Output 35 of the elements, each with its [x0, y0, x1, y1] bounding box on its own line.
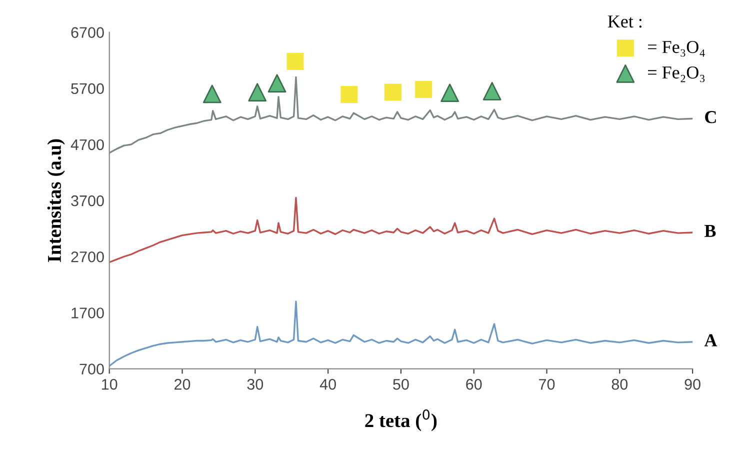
- x-tick-label: 30: [247, 378, 264, 390]
- legend-title: Ket :: [608, 16, 642, 28]
- x-tick-label: 50: [393, 378, 409, 390]
- point: [415, 80, 432, 98]
- point: [268, 74, 286, 93]
- point: [340, 86, 358, 104]
- legend-label: = Fe₃O₄: [648, 40, 705, 57]
- point: [248, 83, 267, 102]
- x-tick-label: 60: [466, 378, 482, 390]
- x-tick-label: 40: [320, 378, 336, 390]
- point: [286, 52, 304, 70]
- line-series: [109, 196, 693, 264]
- point: [482, 82, 502, 100]
- series-label: B: [704, 225, 716, 237]
- y-tick-label: 6700: [71, 27, 104, 38]
- series-label: C: [705, 111, 716, 124]
- y-tick-label: 1700: [72, 308, 104, 318]
- series-label: A: [704, 334, 718, 346]
- point: [440, 84, 459, 102]
- line-series: [109, 300, 693, 367]
- point: [202, 84, 222, 104]
- point: [384, 84, 402, 101]
- y-axis-title: Intensitas (a.u): [47, 139, 65, 262]
- legend-label: = Fe₂O₃: [648, 66, 705, 82]
- x-tick-label: 20: [174, 378, 190, 390]
- x-tick-label: 90: [684, 378, 700, 390]
- y-tick-label: 2700: [71, 251, 104, 262]
- y-tick-label: 700: [80, 364, 104, 374]
- y-tick-label: 5700: [71, 83, 104, 94]
- x-tick-label: 80: [612, 378, 628, 390]
- x-tick-label: 10: [102, 378, 118, 390]
- y-tick-label: 4700: [70, 139, 104, 150]
- y-tick-label: 3700: [71, 195, 104, 206]
- x-axis-title: 2 teta ($^{0}$): [365, 409, 437, 432]
- x-tick-label: 70: [539, 378, 555, 390]
